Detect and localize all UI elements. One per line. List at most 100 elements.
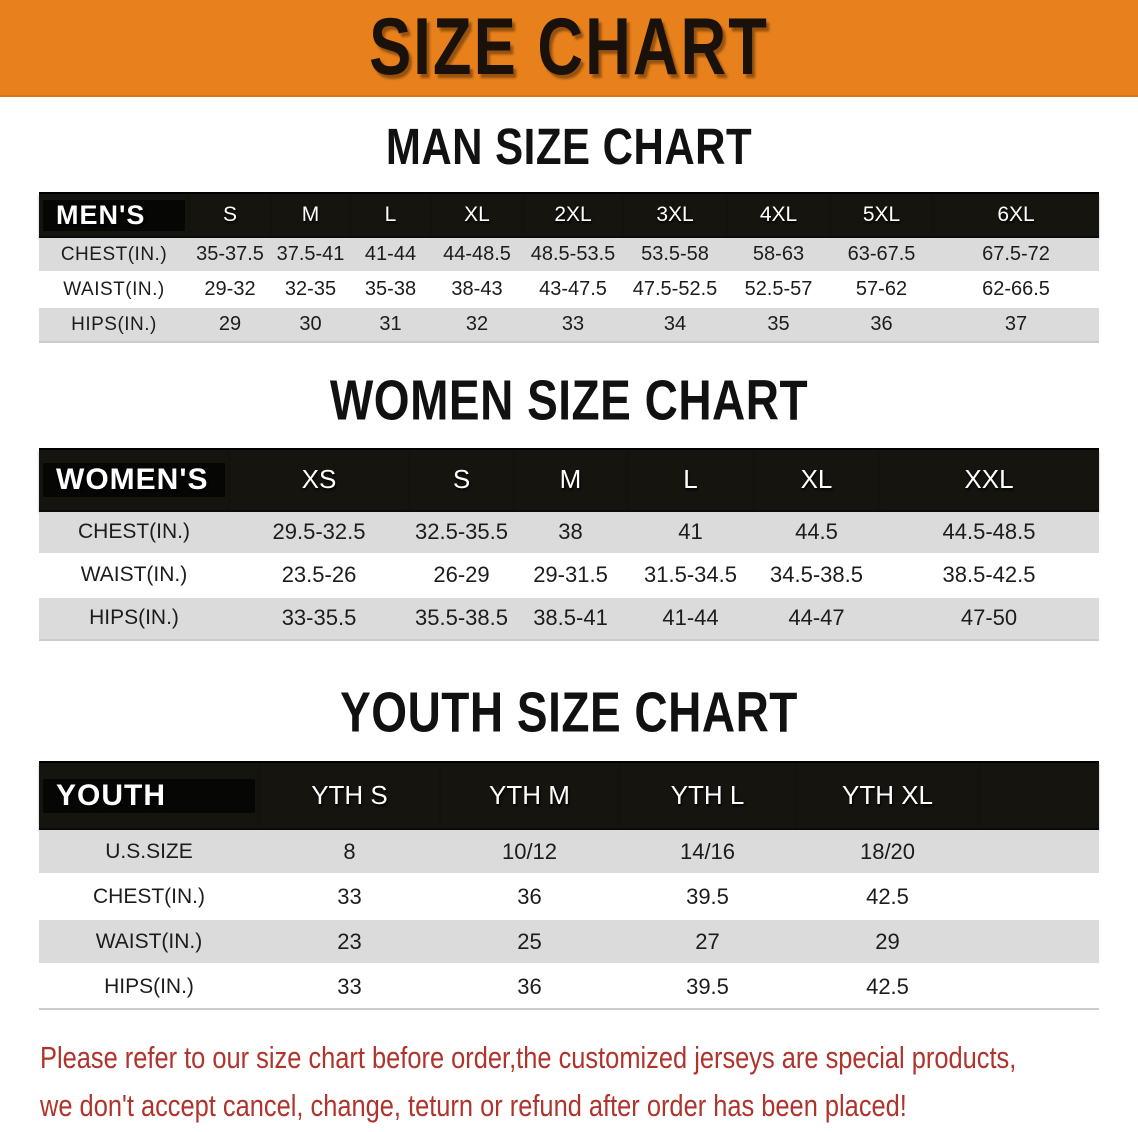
- value-cell: 36: [870, 313, 893, 336]
- value-cell: 32: [465, 313, 489, 336]
- value-cell: 43-47.5: [539, 278, 607, 301]
- youth-section-title-text: YOUTH SIZE CHART: [340, 679, 798, 744]
- men-size-header-s: S: [189, 192, 271, 239]
- value-cell: 44.5-48.5: [942, 519, 1036, 545]
- men-size-table: MEN'S S M L XL 2XL 3XL 4XL 5XL 6XL CHEST…: [39, 192, 1099, 344]
- women-size-header-xxl: XXL: [879, 447, 1099, 512]
- row-label: WAIST(IN.): [80, 563, 188, 587]
- men-section-title-text: MAN SIZE CHART: [385, 117, 753, 176]
- women-waist-row: WAIST(IN.) 23.5-26 26-29 29-31.5 31.5-34…: [39, 553, 1099, 597]
- spacer-cell: [979, 829, 1099, 874]
- women-header-row: WOMEN'S XS S M L XL XXL: [39, 447, 1099, 512]
- row-label: WAIST(IN.): [95, 929, 203, 953]
- value-cell: 29-32: [204, 278, 256, 301]
- value-cell: 62-66.5: [982, 278, 1050, 301]
- value-cell: 67.5-72: [982, 243, 1050, 266]
- value-cell: 34.5-38.5: [770, 562, 863, 588]
- banner-title: SIZE CHART: [369, 2, 769, 93]
- spacer-cell: [979, 761, 1099, 831]
- value-cell: 63-67.5: [847, 243, 916, 266]
- value-cell: 8: [343, 838, 356, 864]
- value-cell: 37: [1004, 313, 1028, 336]
- youth-size-header-m: YTH M: [440, 761, 619, 831]
- value-cell: 53.5-58: [641, 243, 709, 266]
- value-cell: 42.5: [866, 973, 909, 999]
- women-size-header-s: S: [409, 447, 514, 512]
- value-cell: 32.5-35.5: [415, 519, 508, 545]
- value-cell: 25: [517, 928, 542, 954]
- value-cell: 36: [517, 883, 542, 909]
- men-section-title: MAN SIZE CHART: [0, 118, 1138, 175]
- value-cell: 41: [678, 519, 703, 545]
- row-label: U.S.SIZE: [105, 839, 193, 863]
- value-cell: 48.5-53.5: [530, 243, 616, 266]
- men-hips-row: HIPS(IN.) 29 30 31 32 33 34 35 36 37: [39, 307, 1099, 343]
- disclaimer-line-2: we don't accept cancel, change, teturn o…: [40, 1088, 907, 1124]
- youth-table-label: YOUTH: [43, 778, 255, 813]
- row-label: HIPS(IN.): [71, 313, 157, 335]
- disclaimer-line-1: Please refer to our size chart before or…: [40, 1040, 1017, 1076]
- women-chest-row: CHEST(IN.) 29.5-32.5 32.5-35.5 38 41 44.…: [39, 510, 1099, 554]
- men-table-label: MEN'S: [43, 199, 185, 231]
- youth-waist-row: WAIST(IN.) 23 25 27 29: [39, 919, 1099, 965]
- value-cell: 47-50: [960, 605, 1018, 631]
- value-cell: 41-44: [364, 243, 417, 266]
- youth-header-row: YOUTH YTH S YTH M YTH L YTH XL: [39, 761, 1099, 831]
- men-size-header-2xl: 2XL: [523, 192, 623, 239]
- value-cell: 39.5: [686, 883, 729, 909]
- row-label: CHEST(IN.): [60, 243, 168, 265]
- women-size-header-xl: XL: [754, 447, 879, 512]
- value-cell: 36: [517, 973, 542, 999]
- women-table-label-cell: WOMEN'S: [39, 447, 229, 512]
- youth-section-title: YOUTH SIZE CHART: [0, 681, 1138, 742]
- value-cell: 33-35.5: [281, 605, 357, 631]
- men-size-header-4xl: 4XL: [727, 192, 830, 239]
- disclaimer: Please refer to our size chart before or…: [40, 1034, 1138, 1130]
- value-cell: 31: [379, 313, 402, 336]
- men-size-header-3xl: 3XL: [623, 192, 727, 239]
- men-header-row: MEN'S S M L XL 2XL 3XL 4XL 5XL 6XL: [39, 192, 1099, 239]
- value-cell: 42.5: [866, 883, 909, 909]
- value-cell: 35-37.5: [196, 243, 264, 266]
- value-cell: 47.5-52.5: [632, 278, 718, 301]
- value-cell: 41-44: [662, 605, 719, 631]
- value-cell: 44-48.5: [443, 243, 511, 266]
- women-hips-row: HIPS(IN.) 33-35.5 35.5-38.5 38.5-41 41-4…: [39, 596, 1099, 640]
- spacer-cell: [979, 964, 1099, 1009]
- value-cell: 37.5-41: [276, 243, 345, 266]
- women-size-header-m: M: [514, 447, 627, 512]
- value-cell: 52.5-57: [744, 278, 813, 301]
- value-cell: 38.5-41: [533, 605, 608, 631]
- value-cell: 32-35: [284, 278, 337, 301]
- value-cell: 57-62: [855, 278, 908, 301]
- men-size-header-xl: XL: [431, 192, 523, 239]
- youth-table-label-cell: YOUTH: [39, 761, 259, 831]
- men-table-label-cell: MEN'S: [39, 192, 189, 239]
- women-section-title-text: WOMEN SIZE CHART: [329, 368, 809, 432]
- value-cell: 29-31.5: [533, 562, 608, 588]
- men-size-header-6xl: 6XL: [933, 192, 1099, 239]
- size-chart-banner: SIZE CHART: [0, 0, 1138, 97]
- value-cell: 38: [558, 519, 583, 545]
- row-label: HIPS(IN.): [89, 606, 179, 630]
- spacer-cell: [979, 919, 1099, 964]
- men-chest-row: CHEST(IN.) 35-37.5 37.5-41 41-44 44-48.5…: [39, 237, 1099, 273]
- spacer-cell: [979, 874, 1099, 919]
- women-size-table: WOMEN'S XS S M L XL XXL CHEST(IN.) 29.5-…: [39, 447, 1099, 641]
- women-table-label: WOMEN'S: [43, 462, 225, 497]
- value-cell: 58-63: [752, 243, 805, 266]
- value-cell: 23: [337, 928, 362, 954]
- row-label: HIPS(IN.): [104, 974, 194, 998]
- men-size-header-l: L: [350, 192, 431, 239]
- value-cell: 29.5-32.5: [272, 519, 366, 545]
- value-cell: 26-29: [433, 562, 490, 588]
- youth-size-header-s: YTH S: [259, 761, 440, 831]
- men-size-header-m: M: [271, 192, 350, 239]
- youth-size-header-xl: YTH XL: [796, 761, 979, 831]
- value-cell: 38-43: [451, 278, 503, 301]
- value-cell: 18/20: [859, 838, 916, 864]
- youth-ussize-row: U.S.SIZE 8 10/12 14/16 18/20: [39, 829, 1099, 875]
- value-cell: 33: [337, 973, 362, 999]
- women-size-header-xs: XS: [229, 447, 409, 512]
- row-label: WAIST(IN.): [63, 278, 165, 300]
